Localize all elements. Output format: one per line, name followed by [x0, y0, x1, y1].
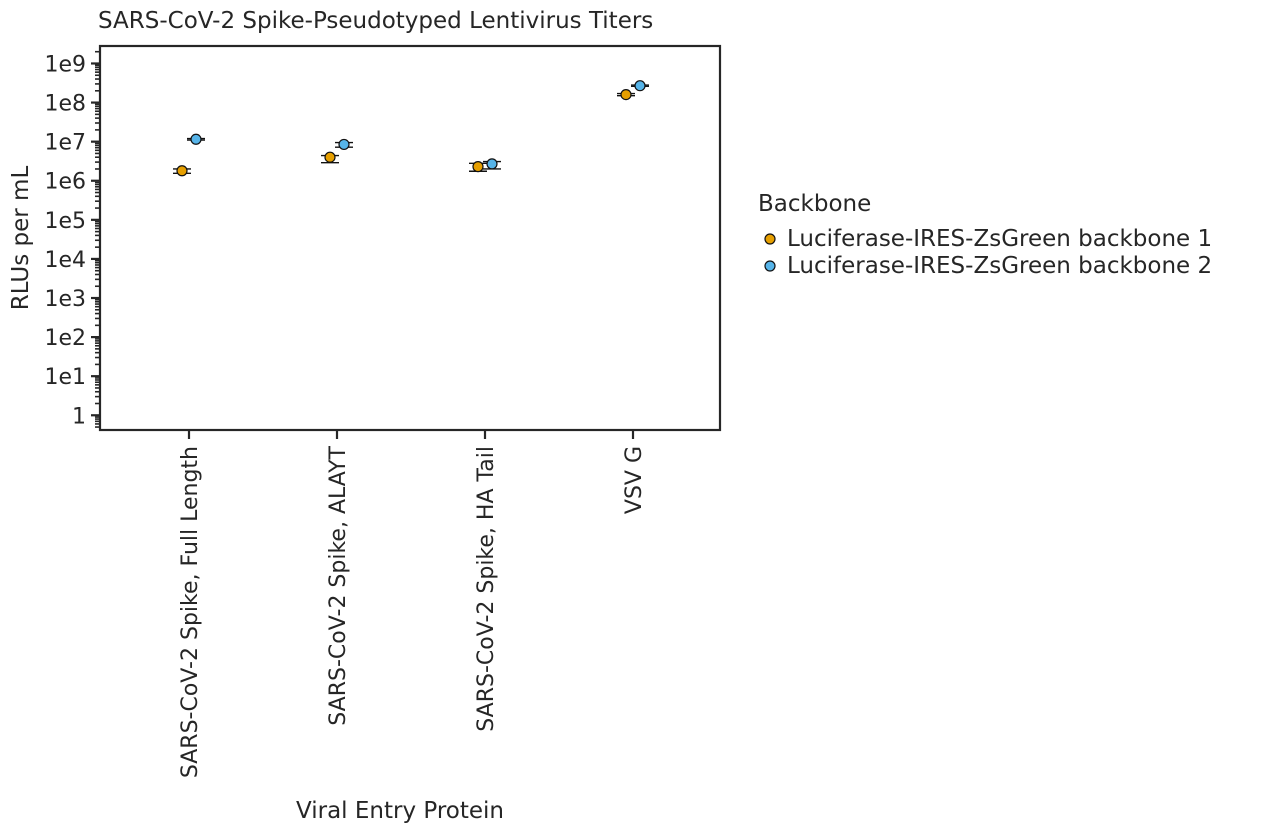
y-tick-label: 1e8 — [44, 92, 86, 117]
legend-label-backbone-1: Luciferase-IRES-ZsGreen backbone 1 — [787, 226, 1212, 252]
data-points — [176, 80, 646, 177]
y-tick-label: 1e3 — [44, 287, 86, 312]
x-axis: SARS-CoV-2 Spike, Full Length SARS-CoV-2 … — [178, 430, 647, 778]
y-tick-label: 1e2 — [44, 326, 86, 351]
data-point — [176, 165, 188, 177]
data-point — [486, 158, 498, 170]
data-point — [338, 138, 350, 151]
y-tick-label: 1e5 — [44, 209, 86, 234]
plot-frame — [98, 44, 722, 432]
data-point — [324, 151, 336, 163]
chart-title: SARS-CoV-2 Spike-Pseudotyped Lentivirus … — [98, 8, 653, 34]
y-axis: 1 1e1 1e2 1e3 1e4 1e5 1e6 1e7 1e8 1e9 — [44, 50, 100, 429]
y-tick-label: 1e7 — [44, 131, 86, 156]
data-point — [634, 80, 646, 92]
legend-title: Backbone — [758, 191, 871, 217]
legend-marker-backbone-2 — [764, 260, 776, 272]
y-tick-label: 1e6 — [44, 170, 86, 195]
legend-marker-backbone-1 — [764, 233, 776, 245]
error-bars — [173, 84, 649, 175]
x-tick-label: VSV G — [622, 446, 647, 514]
y-tick-label: 1 — [72, 404, 86, 429]
data-point — [472, 161, 484, 173]
legend: Backbone Luciferase-IRES-ZsGreen backbon… — [758, 191, 1212, 279]
y-tick-label: 1e9 — [44, 52, 86, 77]
y-tick-label: 1e1 — [44, 365, 86, 390]
x-tick-label: SARS-CoV-2 Spike, HA Tail — [474, 446, 499, 732]
data-point — [190, 133, 202, 145]
legend-label-backbone-2: Luciferase-IRES-ZsGreen backbone 2 — [787, 253, 1212, 279]
y-tick-label: 1e4 — [44, 248, 86, 273]
y-axis-label: RLUs per mL — [8, 166, 34, 311]
x-tick-label: SARS-CoV-2 Spike, Full Length — [178, 446, 203, 778]
x-tick-label: SARS-CoV-2 Spike, ALAYT — [326, 445, 351, 725]
x-axis-label: Viral Entry Protein — [296, 798, 504, 824]
data-point — [620, 88, 632, 101]
